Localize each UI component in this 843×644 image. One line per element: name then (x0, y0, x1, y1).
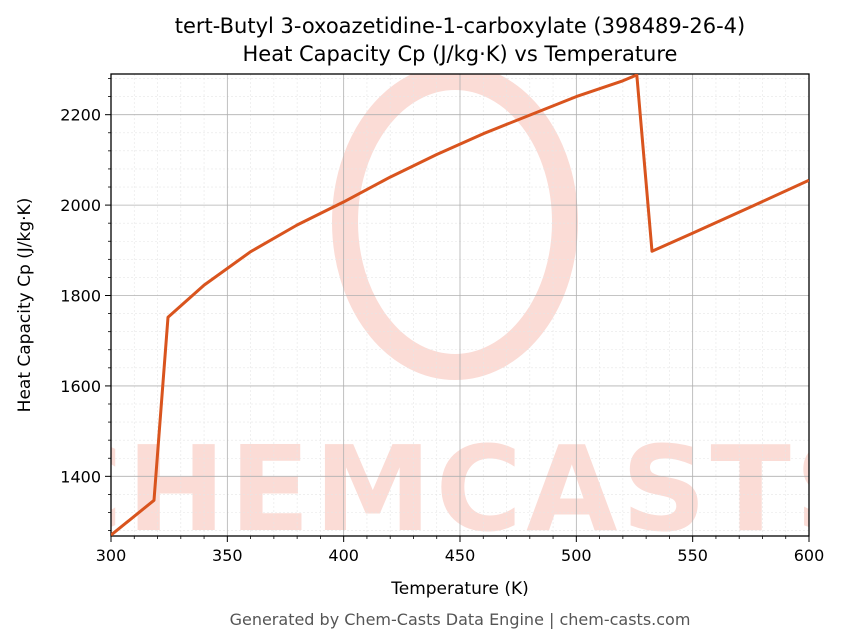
y-tick-label: 1800 (60, 287, 101, 306)
y-tick-label: 2200 (60, 106, 101, 125)
x-tick-label: 550 (677, 546, 708, 565)
series-line (111, 74, 809, 536)
x-tick-label: 300 (96, 546, 127, 565)
x-tick-label: 450 (445, 546, 476, 565)
x-tick-label: 600 (794, 546, 825, 565)
x-axis-label: Temperature (K) (390, 579, 529, 599)
y-tick-label: 1400 (60, 467, 101, 486)
x-tick-label: 400 (328, 546, 359, 565)
chart-subtitle: Heat Capacity Cp (J/kg·K) vs Temperature (243, 42, 678, 66)
watermark-logo-ring (332, 74, 578, 380)
chart-title: tert-Butyl 3-oxoazetidine-1-carboxylate … (175, 14, 745, 38)
y-tick-label: 2000 (60, 196, 101, 215)
x-tick-label: 350 (212, 546, 243, 565)
axis-ticks: 300 350 400 450 500 550 600 1400 1600 1800 2000 220… (60, 78, 825, 565)
grid (110, 74, 810, 536)
footer-credit: Generated by Chem-Casts Data Engine | ch… (230, 610, 691, 629)
y-axis-label: Heat Capacity Cp (J/kg·K) (15, 198, 35, 413)
y-tick-label: 1600 (60, 377, 101, 396)
x-tick-label: 500 (561, 546, 592, 565)
watermark: CHEMCASTS (111, 74, 809, 536)
